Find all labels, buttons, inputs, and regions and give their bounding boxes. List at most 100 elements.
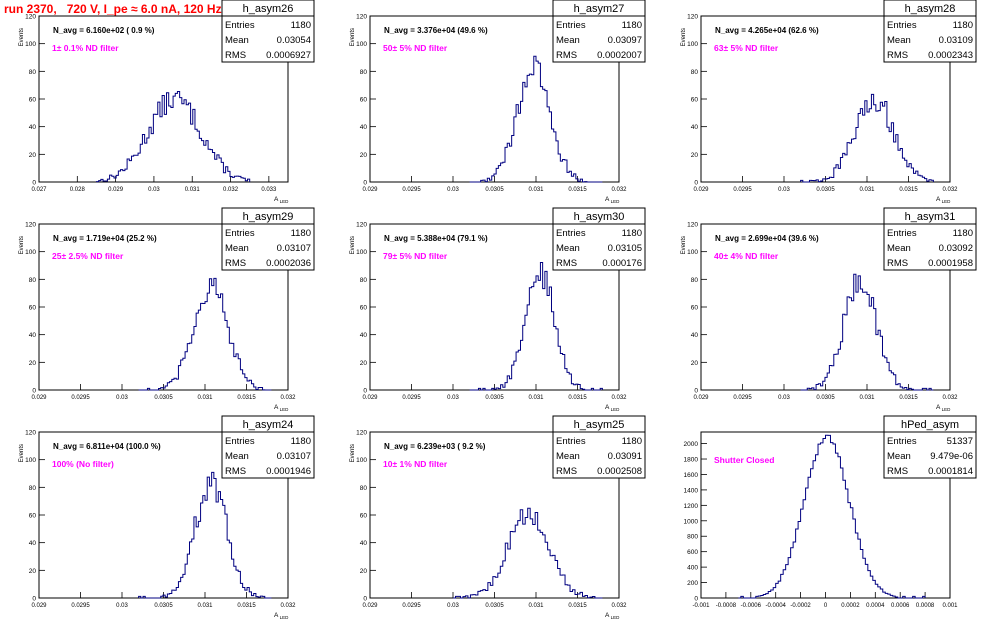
x-tick-label: 0.029 xyxy=(362,187,378,193)
y-tick-label: 120 xyxy=(356,222,367,229)
x-tick-label: 0.0295 xyxy=(71,395,90,401)
histogram-line xyxy=(738,434,926,599)
y-tick-label: 100 xyxy=(25,249,36,256)
stats-key: RMS xyxy=(556,466,577,477)
y-axis-label: Events xyxy=(19,236,25,254)
y-tick-label: 20 xyxy=(29,152,37,159)
x-tick-label: 0.03 xyxy=(447,603,459,609)
x-tick-label: 0.027 xyxy=(31,187,47,193)
histogram-line xyxy=(469,262,603,391)
x-tick-label: -0.0002 xyxy=(790,603,811,609)
stats-key: Mean xyxy=(887,35,911,46)
stats-value: 0.0002036 xyxy=(266,258,311,269)
x-tick-label: 0.032 xyxy=(611,395,627,401)
navg-text: N_avg = 1.719e+04 (25.2 %) xyxy=(53,234,157,243)
histogram-line xyxy=(469,55,603,183)
stats-title: h_asym29 xyxy=(243,211,294,223)
x-tick-label: 0.032 xyxy=(611,187,627,193)
y-axis-label: Events xyxy=(350,236,356,254)
stats-key: RMS xyxy=(225,258,246,269)
y-tick-label: 40 xyxy=(29,540,37,547)
y-tick-label: 0 xyxy=(363,180,367,187)
y-tick-label: 20 xyxy=(360,360,368,367)
filter-note: 10± 1% ND filter xyxy=(383,459,448,469)
filter-note: Shutter Closed xyxy=(714,455,774,465)
stats-value: 1180 xyxy=(622,228,642,239)
x-tick-label: 0.0295 xyxy=(733,187,752,193)
stats-box xyxy=(883,15,977,63)
stats-value: 0.0001814 xyxy=(928,466,973,477)
x-tick-label: 0.032 xyxy=(942,187,958,193)
stats-box xyxy=(221,15,315,63)
stats-key: Entries xyxy=(887,228,917,239)
y-tick-label: 1800 xyxy=(684,457,699,464)
y-axis-label: Events xyxy=(19,28,25,46)
y-tick-label: 40 xyxy=(360,332,368,339)
y-tick-label: 0 xyxy=(363,596,367,603)
run-title: run 2370, 720 V, I_pe ≈ 6.0 nA, 120 Hz xyxy=(4,2,222,16)
stats-key: Mean xyxy=(225,451,249,462)
panel-h_asym28: 0 20 40 60 80 100 120 0.029 0.0295 0.03 0.0305 0.03… xyxy=(681,0,977,204)
stats-value: 1180 xyxy=(291,228,311,239)
stats-key: Mean xyxy=(225,35,249,46)
stats-value: 0.03105 xyxy=(608,243,642,254)
y-tick-label: 120 xyxy=(25,14,36,21)
stats-key: Entries xyxy=(556,20,586,31)
y-axis-label: Events xyxy=(350,28,356,46)
y-tick-label: 100 xyxy=(25,457,36,464)
y-tick-label: 2000 xyxy=(684,441,699,448)
x-tick-label: 0.0006 xyxy=(891,603,910,609)
y-tick-label: 120 xyxy=(356,14,367,21)
stats-value: 0.03091 xyxy=(608,451,642,462)
x-tick-label: 0.031 xyxy=(197,395,213,401)
x-tick-label: 0.029 xyxy=(31,395,47,401)
x-tick-label: 0.032 xyxy=(223,187,239,193)
y-tick-label: 40 xyxy=(691,124,699,131)
stats-value: 0.03109 xyxy=(939,35,973,46)
navg-text: N_avg = 6.811e+04 (100.0 %) xyxy=(53,442,161,451)
y-tick-label: 100 xyxy=(356,249,367,256)
histogram-line xyxy=(800,93,934,183)
x-tick-label: 0.0305 xyxy=(485,395,504,401)
y-tick-label: 0 xyxy=(694,180,698,187)
stats-value: 0.0001946 xyxy=(266,466,311,477)
x-tick-label: 0.031 xyxy=(528,603,544,609)
x-tick-label: 0.03 xyxy=(116,603,128,609)
x-axis-label: A LED xyxy=(936,196,951,204)
x-tick-label: 0.0002 xyxy=(841,603,860,609)
x-tick-label: 0.0295 xyxy=(402,603,421,609)
stats-key: RMS xyxy=(887,466,908,477)
x-tick-label: 0.03 xyxy=(778,187,790,193)
filter-note: 79± 5% ND filter xyxy=(383,251,448,261)
x-tick-label: 0 xyxy=(824,603,828,609)
x-tick-label: 0.0315 xyxy=(899,395,918,401)
stats-title: h_asym26 xyxy=(243,3,294,15)
y-tick-label: 1600 xyxy=(684,472,699,479)
x-axis-label: A LED xyxy=(605,612,620,620)
y-tick-label: 80 xyxy=(29,485,37,492)
histogram-line xyxy=(453,507,603,599)
y-tick-label: 20 xyxy=(360,152,368,159)
x-tick-label: 0.03 xyxy=(116,395,128,401)
x-axis-label: A LED xyxy=(274,404,289,412)
y-tick-label: 40 xyxy=(29,332,37,339)
stats-title: hPed_asym xyxy=(901,419,959,431)
x-tick-label: 0.0305 xyxy=(485,187,504,193)
y-tick-label: 120 xyxy=(687,222,698,229)
x-tick-label: 0.0305 xyxy=(154,395,173,401)
stats-key: Entries xyxy=(556,228,586,239)
stats-title: h_asym31 xyxy=(905,211,956,223)
filter-note: 100% (No filter) xyxy=(52,459,114,469)
y-tick-label: 40 xyxy=(360,124,368,131)
x-tick-label: 0.029 xyxy=(362,603,378,609)
y-tick-label: 20 xyxy=(360,568,368,575)
x-tick-label: 0.029 xyxy=(362,395,378,401)
navg-text: N_avg = 4.265e+04 (62.6 %) xyxy=(715,26,819,35)
stats-key: Entries xyxy=(225,20,255,31)
x-tick-label: 0.032 xyxy=(280,603,296,609)
y-axis-label: Events xyxy=(19,444,25,462)
x-tick-label: 0.0295 xyxy=(402,187,421,193)
panel-h_asym30: 0 20 40 60 80 100 120 0.029 0.0295 0.03 0.0305 0.03… xyxy=(350,207,646,412)
y-tick-label: 100 xyxy=(687,249,698,256)
